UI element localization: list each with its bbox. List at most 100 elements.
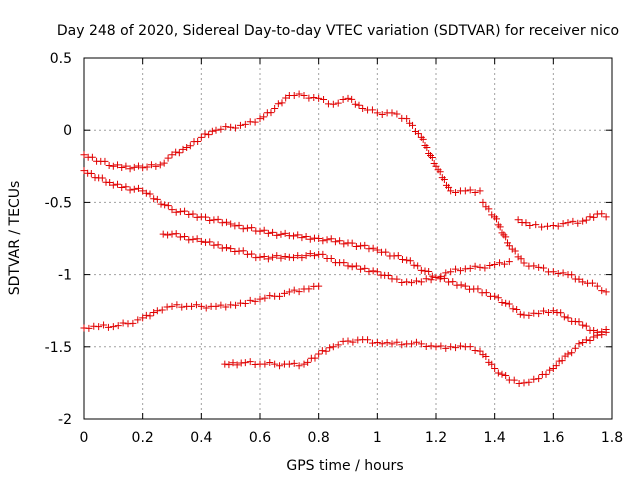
data-point bbox=[593, 331, 601, 339]
data-point-fill bbox=[582, 216, 590, 224]
data-point-fill bbox=[266, 359, 274, 367]
data-point bbox=[168, 302, 176, 310]
data-point-fill bbox=[440, 176, 448, 184]
y-tick-labels: 0.5 0 -0.5 -1 -1.5 -2 bbox=[45, 51, 72, 428]
data-point-fill bbox=[119, 319, 127, 327]
data-point-fill bbox=[122, 162, 130, 170]
data-point-fill bbox=[368, 106, 376, 114]
data-point-fill bbox=[421, 267, 429, 275]
data-point bbox=[538, 223, 546, 231]
data-point-fill bbox=[428, 153, 436, 161]
data-point-fill bbox=[498, 299, 506, 307]
data-point-fill bbox=[114, 322, 122, 330]
data-point-fill bbox=[179, 145, 187, 153]
data-point bbox=[315, 282, 323, 290]
data-point bbox=[109, 323, 117, 331]
data-point-fill bbox=[172, 230, 180, 238]
data-point-fill bbox=[260, 113, 268, 121]
data-point-fill bbox=[554, 269, 562, 277]
data-point-fill bbox=[393, 110, 401, 118]
chart-title: Day 248 of 2020, Sidereal Day-to-day VTE… bbox=[57, 23, 619, 39]
data-point bbox=[256, 253, 264, 261]
data-point-fill bbox=[100, 321, 108, 329]
data-point-fill bbox=[427, 276, 435, 284]
data-point bbox=[183, 144, 191, 152]
data-point bbox=[579, 321, 587, 329]
data-point-fill bbox=[558, 357, 566, 365]
data-point-fill bbox=[150, 309, 158, 317]
data-point-fill bbox=[239, 247, 247, 255]
data-point-fill bbox=[369, 267, 377, 275]
data-point-fill bbox=[384, 272, 392, 280]
data-point bbox=[388, 340, 396, 348]
data-point-fill bbox=[575, 275, 583, 283]
data-point-fill bbox=[225, 361, 233, 369]
data-point-fill bbox=[186, 142, 194, 150]
data-point-fill bbox=[298, 234, 306, 242]
data-point bbox=[520, 259, 528, 267]
data-point-fill bbox=[571, 344, 579, 352]
data-point-fill bbox=[532, 221, 540, 229]
data-point-fill bbox=[248, 224, 256, 232]
x-tick-label: 1.4 bbox=[484, 430, 506, 446]
data-point bbox=[432, 162, 440, 170]
data-point bbox=[476, 347, 484, 355]
data-point bbox=[447, 187, 455, 195]
data-point-fill bbox=[546, 366, 554, 374]
data-point-fill bbox=[383, 339, 391, 347]
data-point-fill bbox=[302, 232, 310, 240]
data-point bbox=[514, 216, 522, 224]
data-point-fill bbox=[185, 211, 193, 219]
data-point-fill bbox=[456, 267, 464, 275]
data-point-fill bbox=[176, 208, 184, 216]
data-point-fill bbox=[217, 125, 225, 133]
data-point bbox=[535, 310, 543, 318]
data-point-fill bbox=[231, 222, 239, 230]
data-point bbox=[300, 92, 308, 100]
data-point-fill bbox=[365, 245, 373, 253]
data-point-fill bbox=[266, 292, 274, 300]
data-point-fill bbox=[172, 208, 180, 216]
data-point bbox=[549, 222, 557, 230]
data-point-fill bbox=[218, 219, 226, 227]
data-point-fill bbox=[361, 241, 369, 249]
data-point-fill bbox=[142, 311, 150, 319]
x-tick-labels: 0 0.2 0.4 0.6 0.8 1 1.2 1.4 1.6 1.8 bbox=[80, 430, 624, 446]
data-point-fill bbox=[408, 340, 416, 348]
data-point-fill bbox=[486, 261, 494, 269]
data-point-fill bbox=[269, 228, 277, 236]
series-track-7 bbox=[80, 282, 323, 332]
data-point-fill bbox=[88, 153, 96, 161]
data-point-fill bbox=[412, 277, 420, 285]
data-point bbox=[168, 230, 176, 238]
data-point bbox=[271, 360, 279, 368]
data-point bbox=[579, 338, 587, 346]
data-point-fill bbox=[222, 218, 230, 226]
data-point-fill bbox=[290, 92, 298, 100]
data-point-fill bbox=[336, 237, 344, 245]
data-point-fill bbox=[147, 161, 155, 169]
data-point-fill bbox=[502, 233, 510, 241]
data-point-fill bbox=[134, 316, 142, 324]
data-point-fill bbox=[588, 279, 596, 287]
data-point-fill bbox=[340, 259, 348, 267]
data-point-fill bbox=[569, 217, 577, 225]
data-point-fill bbox=[290, 286, 298, 294]
data-point-fill bbox=[340, 240, 348, 248]
data-point-fill bbox=[442, 269, 450, 277]
data-point-fill bbox=[172, 148, 180, 156]
data-point-fill bbox=[118, 164, 126, 172]
data-point-fill bbox=[494, 294, 502, 302]
data-point bbox=[344, 94, 352, 102]
data-point-fill bbox=[408, 279, 416, 287]
data-point-fill bbox=[206, 238, 214, 246]
data-point-fill bbox=[280, 289, 288, 297]
data-point-fill bbox=[530, 375, 538, 383]
data-point-fill bbox=[232, 124, 240, 132]
data-point bbox=[388, 109, 396, 117]
data-point-fill bbox=[233, 361, 241, 369]
data-point bbox=[241, 299, 249, 307]
data-point-fill bbox=[210, 216, 218, 224]
data-point bbox=[549, 307, 557, 315]
